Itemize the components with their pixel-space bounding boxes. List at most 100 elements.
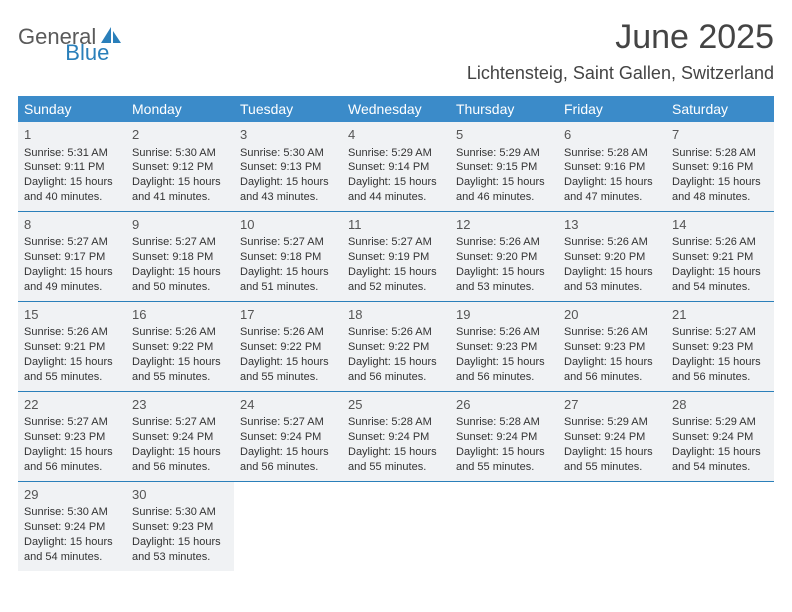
day-number: 30: [132, 486, 228, 504]
day-cell: 28Sunrise: 5:29 AMSunset: 9:24 PMDayligh…: [666, 392, 774, 481]
dow-header-monday: Monday: [126, 96, 234, 122]
day-number: 15: [24, 306, 120, 324]
day-number: 10: [240, 216, 336, 234]
day-number: 27: [564, 396, 660, 414]
day-number: 25: [348, 396, 444, 414]
sunset-line: Sunset: 9:22 PM: [132, 340, 228, 355]
sunrise-line: Sunrise: 5:28 AM: [564, 146, 660, 161]
daylight-line: and 55 minutes.: [348, 460, 444, 475]
sunrise-line: Sunrise: 5:30 AM: [132, 505, 228, 520]
day-cell: 12Sunrise: 5:26 AMSunset: 9:20 PMDayligh…: [450, 212, 558, 301]
daylight-line: and 53 minutes.: [564, 280, 660, 295]
sunrise-line: Sunrise: 5:27 AM: [672, 325, 768, 340]
daylight-line: Daylight: 15 hours: [132, 535, 228, 550]
day-number: 22: [24, 396, 120, 414]
sunset-line: Sunset: 9:18 PM: [132, 250, 228, 265]
location-text: Lichtensteig, Saint Gallen, Switzerland: [467, 63, 774, 84]
day-cell: 24Sunrise: 5:27 AMSunset: 9:24 PMDayligh…: [234, 392, 342, 481]
sunrise-line: Sunrise: 5:26 AM: [456, 235, 552, 250]
day-cell: 10Sunrise: 5:27 AMSunset: 9:18 PMDayligh…: [234, 212, 342, 301]
sunset-line: Sunset: 9:24 PM: [564, 430, 660, 445]
sunrise-line: Sunrise: 5:27 AM: [132, 235, 228, 250]
week-row: 22Sunrise: 5:27 AMSunset: 9:23 PMDayligh…: [18, 392, 774, 482]
daylight-line: Daylight: 15 hours: [24, 355, 120, 370]
daylight-line: Daylight: 15 hours: [24, 175, 120, 190]
sunrise-line: Sunrise: 5:29 AM: [456, 146, 552, 161]
sunset-line: Sunset: 9:24 PM: [24, 520, 120, 535]
sunrise-line: Sunrise: 5:26 AM: [24, 325, 120, 340]
day-cell-empty: [342, 482, 450, 571]
sunrise-line: Sunrise: 5:26 AM: [132, 325, 228, 340]
daylight-line: Daylight: 15 hours: [24, 445, 120, 460]
day-cell: 7Sunrise: 5:28 AMSunset: 9:16 PMDaylight…: [666, 122, 774, 211]
sunrise-line: Sunrise: 5:30 AM: [132, 146, 228, 161]
sunrise-line: Sunrise: 5:26 AM: [456, 325, 552, 340]
sunrise-line: Sunrise: 5:31 AM: [24, 146, 120, 161]
day-cell: 13Sunrise: 5:26 AMSunset: 9:20 PMDayligh…: [558, 212, 666, 301]
daylight-line: and 54 minutes.: [672, 280, 768, 295]
sunset-line: Sunset: 9:12 PM: [132, 160, 228, 175]
dow-header-tuesday: Tuesday: [234, 96, 342, 122]
sunrise-line: Sunrise: 5:27 AM: [240, 235, 336, 250]
daylight-line: Daylight: 15 hours: [348, 445, 444, 460]
sunrise-line: Sunrise: 5:29 AM: [672, 415, 768, 430]
daylight-line: Daylight: 15 hours: [456, 445, 552, 460]
sunset-line: Sunset: 9:15 PM: [456, 160, 552, 175]
daylight-line: and 55 minutes.: [132, 370, 228, 385]
sunset-line: Sunset: 9:16 PM: [564, 160, 660, 175]
daylight-line: Daylight: 15 hours: [24, 535, 120, 550]
daylight-line: and 50 minutes.: [132, 280, 228, 295]
day-number: 24: [240, 396, 336, 414]
daylight-line: and 56 minutes.: [24, 460, 120, 475]
day-number: 3: [240, 126, 336, 144]
daylight-line: Daylight: 15 hours: [564, 445, 660, 460]
sunset-line: Sunset: 9:23 PM: [672, 340, 768, 355]
sunrise-line: Sunrise: 5:30 AM: [240, 146, 336, 161]
day-number: 12: [456, 216, 552, 234]
day-number: 6: [564, 126, 660, 144]
day-number: 21: [672, 306, 768, 324]
sunrise-line: Sunrise: 5:27 AM: [24, 235, 120, 250]
sunset-line: Sunset: 9:19 PM: [348, 250, 444, 265]
sunset-line: Sunset: 9:14 PM: [348, 160, 444, 175]
sunset-line: Sunset: 9:11 PM: [24, 160, 120, 175]
day-number: 19: [456, 306, 552, 324]
daylight-line: and 56 minutes.: [564, 370, 660, 385]
week-row: 15Sunrise: 5:26 AMSunset: 9:21 PMDayligh…: [18, 302, 774, 392]
day-number: 17: [240, 306, 336, 324]
day-cell: 3Sunrise: 5:30 AMSunset: 9:13 PMDaylight…: [234, 122, 342, 211]
daylight-line: Daylight: 15 hours: [564, 175, 660, 190]
day-number: 29: [24, 486, 120, 504]
daylight-line: Daylight: 15 hours: [564, 265, 660, 280]
daylight-line: and 49 minutes.: [24, 280, 120, 295]
daylight-line: Daylight: 15 hours: [240, 355, 336, 370]
sunset-line: Sunset: 9:24 PM: [456, 430, 552, 445]
sunset-line: Sunset: 9:24 PM: [672, 430, 768, 445]
daylight-line: Daylight: 15 hours: [672, 175, 768, 190]
dow-header-saturday: Saturday: [666, 96, 774, 122]
day-cell: 19Sunrise: 5:26 AMSunset: 9:23 PMDayligh…: [450, 302, 558, 391]
day-number: 11: [348, 216, 444, 234]
day-number: 13: [564, 216, 660, 234]
day-cell: 27Sunrise: 5:29 AMSunset: 9:24 PMDayligh…: [558, 392, 666, 481]
daylight-line: and 55 minutes.: [240, 370, 336, 385]
daylight-line: and 47 minutes.: [564, 190, 660, 205]
sunset-line: Sunset: 9:22 PM: [348, 340, 444, 355]
daylight-line: and 40 minutes.: [24, 190, 120, 205]
sunrise-line: Sunrise: 5:28 AM: [672, 146, 768, 161]
daylight-line: and 56 minutes.: [456, 370, 552, 385]
day-cell: 9Sunrise: 5:27 AMSunset: 9:18 PMDaylight…: [126, 212, 234, 301]
day-cell: 23Sunrise: 5:27 AMSunset: 9:24 PMDayligh…: [126, 392, 234, 481]
day-cell-empty: [666, 482, 774, 571]
daylight-line: Daylight: 15 hours: [240, 265, 336, 280]
day-cell: 11Sunrise: 5:27 AMSunset: 9:19 PMDayligh…: [342, 212, 450, 301]
month-title: June 2025: [467, 18, 774, 57]
day-number: 16: [132, 306, 228, 324]
logo-text-blue: Blue: [65, 40, 109, 66]
daylight-line: and 41 minutes.: [132, 190, 228, 205]
sunrise-line: Sunrise: 5:27 AM: [24, 415, 120, 430]
sunset-line: Sunset: 9:21 PM: [672, 250, 768, 265]
sunrise-line: Sunrise: 5:27 AM: [240, 415, 336, 430]
sunrise-line: Sunrise: 5:30 AM: [24, 505, 120, 520]
daylight-line: Daylight: 15 hours: [456, 355, 552, 370]
